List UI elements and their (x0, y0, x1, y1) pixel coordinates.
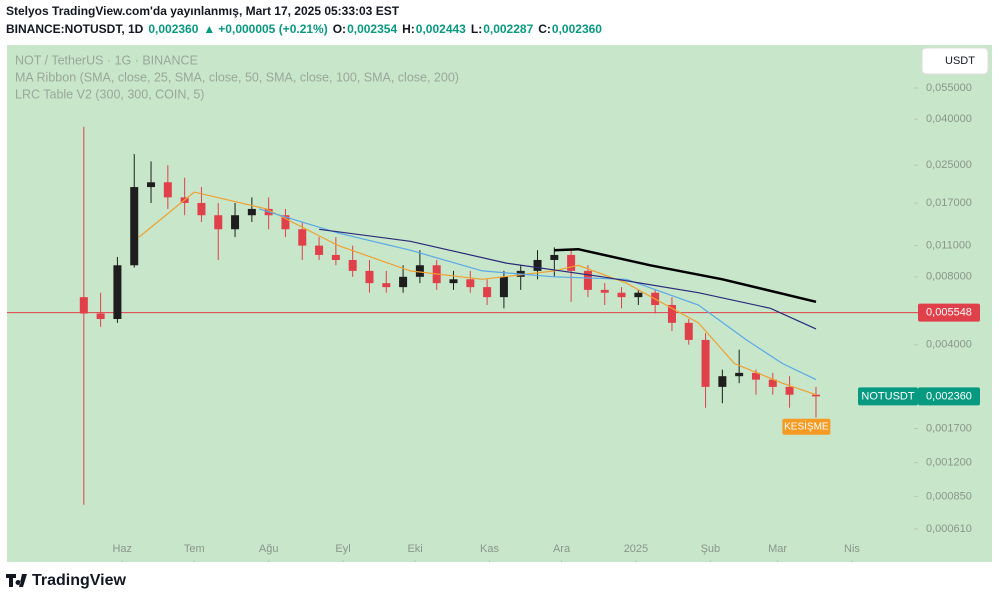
moving-average (258, 208, 817, 381)
y-tick-label: 0,040000 (926, 113, 972, 125)
header-text: 0,002287 (483, 22, 533, 36)
y-tick-label: 0,000850 (926, 490, 972, 502)
candle-body (735, 372, 744, 377)
candle-body (382, 283, 391, 288)
price-label-bg (918, 303, 980, 322)
candle-body (231, 215, 240, 230)
header-text: BINANCE:NOTUSDT, 1D (6, 22, 144, 36)
x-tick-label: Tem (184, 543, 205, 555)
candle-body (634, 292, 643, 298)
symbol-label-bg (858, 387, 918, 406)
header-text: 0,002354 (347, 22, 397, 36)
candle-body (533, 259, 542, 271)
candle-body (399, 276, 408, 288)
indicator-legend: MA Ribbon (SMA, close, 25, SMA, close, 5… (15, 70, 459, 84)
header-text: 0,002360 (148, 22, 198, 36)
header-text: L: (471, 22, 482, 36)
candle-body (247, 208, 256, 216)
candle-body (466, 279, 475, 288)
header-text: H: (402, 22, 415, 36)
y-tick-label: 0,008000 (926, 271, 972, 283)
x-tick-label: Şub (701, 543, 721, 555)
y-tick-label: 0,055000 (926, 82, 972, 94)
candle-body (785, 386, 794, 395)
x-tick-label: Eki (407, 543, 422, 555)
candle-body (130, 187, 139, 266)
x-tick-label: Mar (768, 543, 787, 555)
chart-title: NOT / TetherUS · 1G · BINANCE (15, 53, 198, 67)
candle-body (718, 376, 727, 387)
candle-body (348, 259, 357, 271)
candle-body (113, 265, 122, 319)
candle-body (163, 182, 172, 198)
y-tick-label: 0,001700 (926, 422, 972, 434)
x-tick-label: Ağu (259, 543, 279, 555)
symbol-label: NOTUSDT (861, 390, 914, 402)
header-text: C: (538, 22, 551, 36)
candle-body (96, 313, 105, 319)
candle-body (583, 270, 592, 290)
y-tick-label: 0,001200 (926, 457, 972, 469)
moving-average (554, 247, 817, 304)
moving-average (138, 191, 817, 396)
moving-average (319, 228, 817, 330)
candle-body (197, 202, 206, 216)
candle-body (315, 245, 324, 255)
currency-button[interactable] (921, 47, 989, 75)
x-tick-label: Ara (553, 543, 571, 555)
candle-body (701, 339, 710, 387)
y-tick-label: 0,017000 (926, 197, 972, 209)
candle-body (751, 372, 760, 380)
candle-body (617, 292, 626, 298)
y-tick-label: 0,000610 (926, 523, 972, 535)
last-price-label: 0,002360 (926, 390, 972, 402)
price-label: 0,005548 (926, 307, 972, 319)
header-text: 0,002360 (552, 22, 602, 36)
chart-background (7, 45, 992, 562)
annotation-label: KESİŞME (784, 419, 829, 432)
candle-body (684, 322, 693, 340)
header-text: +0,000005 (+0.21%) (218, 22, 327, 36)
header-text: O: (333, 22, 346, 36)
candle-body (298, 229, 307, 246)
y-tick-label: 0,011000 (926, 240, 971, 252)
x-tick-label: Nis (844, 543, 860, 555)
x-tick-label: Kas (480, 543, 499, 555)
candle-body (281, 215, 290, 230)
candle-body (365, 270, 374, 284)
x-tick-label: Eyl (335, 543, 350, 555)
candle-body (811, 394, 820, 397)
header-text: ▲ (203, 22, 215, 36)
y-tick-label: 0,025000 (926, 159, 972, 171)
candle-body (600, 289, 609, 293)
annotation-bg (782, 418, 831, 435)
candle-body (550, 254, 559, 260)
candle-body (147, 182, 156, 188)
brand: TradingView (32, 572, 127, 589)
header-text: 0,002443 (416, 22, 466, 36)
currency-button-label[interactable]: USDT (945, 55, 975, 67)
candle-body (331, 254, 340, 260)
y-tick-label: 0,004000 (926, 339, 972, 351)
candle-body (415, 265, 424, 277)
candle-body (499, 276, 508, 298)
candle-body (567, 254, 576, 271)
indicator-legend: LRC Table V2 (300, 300, COIN, 5) (15, 87, 204, 101)
candle-body (768, 379, 777, 387)
logo (6, 574, 27, 587)
candle-body (483, 287, 492, 298)
candle-body (79, 297, 88, 314)
symbol-line: BINANCE:NOTUSDT, 1D 0,002360 ▲ +0,000005 (+… (6, 22, 602, 36)
x-tick-label: 2025 (624, 543, 648, 555)
x-tick-label: Haz (112, 543, 132, 555)
candle-body (667, 304, 676, 323)
published-line: Stelyos TradingView.com'da yayınlanmış, … (6, 4, 400, 18)
candle-body (449, 279, 458, 284)
last-price-bg (918, 387, 980, 406)
candle-body (214, 215, 223, 230)
